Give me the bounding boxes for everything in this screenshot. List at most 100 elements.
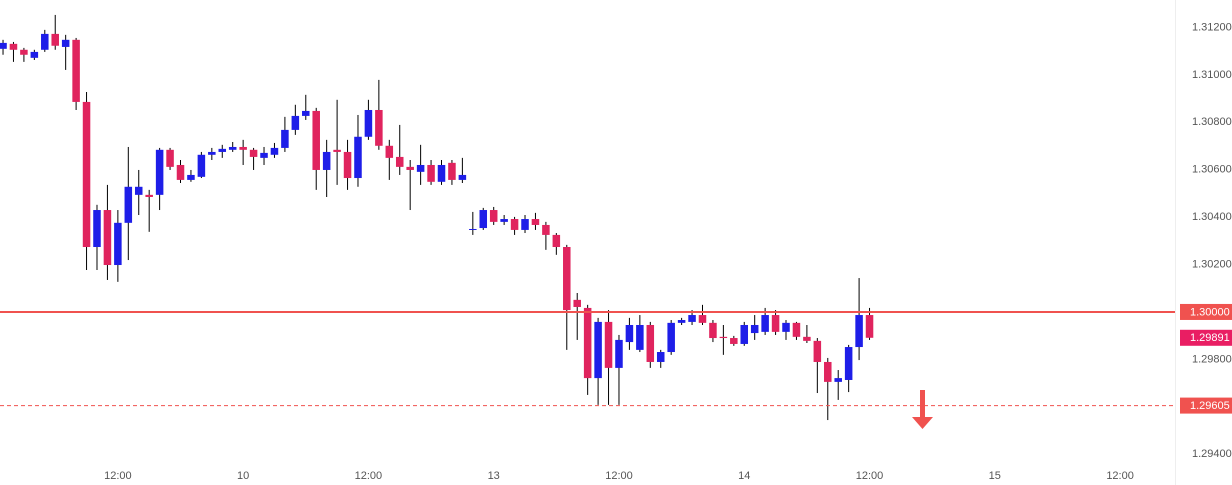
candle-body <box>740 324 749 344</box>
candle-body <box>677 320 686 323</box>
candle-body <box>124 186 133 223</box>
candle-body <box>813 340 822 362</box>
candle-body <box>208 151 216 155</box>
candle-body <box>688 315 696 322</box>
level-label: 1.29605 <box>1190 400 1230 412</box>
candle-body <box>249 149 258 157</box>
candle-body <box>469 228 477 230</box>
x-tick-label: 12:00 <box>605 470 633 482</box>
candle-body <box>176 164 185 180</box>
candle-body <box>30 51 39 58</box>
candle-body <box>604 321 613 368</box>
candle-body <box>385 145 394 158</box>
candle-body <box>9 43 18 50</box>
candle-body <box>291 115 300 130</box>
y-tick-label: 1.30400 <box>1192 211 1232 223</box>
candle-body <box>458 174 467 180</box>
y-tick-label: 1.31000 <box>1192 69 1232 81</box>
candle-body <box>636 324 644 350</box>
candle-body <box>583 307 592 379</box>
candle-body <box>615 339 623 368</box>
candle-body <box>730 338 738 344</box>
candle-body <box>646 324 655 362</box>
candle-body <box>521 219 529 230</box>
candle-body <box>824 361 832 382</box>
x-tick-label: 12:00 <box>1106 470 1134 482</box>
candle-body <box>698 315 707 323</box>
candle-body <box>114 222 122 266</box>
x-tick-label: 10 <box>237 470 249 482</box>
level-label: 1.30000 <box>1190 306 1230 318</box>
candle-body <box>563 247 571 311</box>
candle-body <box>489 210 498 222</box>
y-tick-label: 1.30600 <box>1192 164 1232 176</box>
candle-body <box>103 210 112 266</box>
candle-body <box>228 146 237 150</box>
candle-body <box>218 148 227 152</box>
candle-body <box>542 224 550 235</box>
y-tick-label: 1.29400 <box>1192 448 1232 460</box>
candle-body <box>865 315 874 338</box>
candle-body <box>844 347 853 380</box>
candle-body <box>719 336 728 339</box>
candle-body <box>427 164 435 182</box>
y-tick-label: 1.30800 <box>1192 116 1232 128</box>
candle-body <box>855 315 863 348</box>
candle-body <box>364 109 373 137</box>
candle-body <box>197 154 206 177</box>
x-tick-label: 12:00 <box>104 470 132 482</box>
candle-body <box>343 151 352 179</box>
candle-body <box>771 315 780 332</box>
candle-body <box>510 219 519 230</box>
candle-body <box>302 110 310 116</box>
candle-body <box>155 149 164 195</box>
x-tick-label: 12:00 <box>355 470 383 482</box>
y-tick-label: 1.31200 <box>1192 21 1232 33</box>
candle-body <box>333 149 341 152</box>
candle-body <box>448 162 456 180</box>
candle-body <box>260 152 268 158</box>
candle-body <box>322 151 331 170</box>
last-price-box <box>1180 329 1232 346</box>
x-tick-label: 15 <box>989 470 1001 482</box>
candle-body <box>761 315 769 332</box>
candle-body <box>51 33 59 46</box>
candle-body <box>552 234 561 248</box>
candle-body <box>82 101 91 248</box>
candle-body <box>354 136 362 179</box>
candle-body <box>709 322 717 339</box>
candle-body <box>531 219 540 225</box>
candle-body <box>750 324 759 334</box>
candle-body <box>500 219 508 222</box>
candle-body <box>834 378 842 382</box>
candle-body <box>134 186 143 195</box>
candle-body <box>594 321 602 379</box>
candle-body <box>479 210 488 229</box>
candle-body <box>667 322 675 353</box>
x-tick-label: 12:00 <box>856 470 884 482</box>
candle-body <box>166 149 174 167</box>
candle-body <box>145 194 153 197</box>
candle-body <box>656 352 665 362</box>
candle-body <box>61 39 70 47</box>
candle-body <box>395 156 404 167</box>
candle-body <box>0 42 7 49</box>
level-label-box <box>1180 397 1232 414</box>
x-tick-label: 14 <box>738 470 750 482</box>
candle-body <box>375 109 383 146</box>
candle-body <box>625 324 634 343</box>
candle-body <box>20 49 28 55</box>
y-tick-label: 1.30200 <box>1192 258 1232 270</box>
level-label-box <box>1180 303 1232 320</box>
candle-body <box>239 146 247 150</box>
candle-body <box>93 210 101 248</box>
candle-body <box>312 110 320 170</box>
candle-body <box>406 166 414 170</box>
x-tick-label: 13 <box>488 470 500 482</box>
candle-body <box>792 322 801 337</box>
candle-body <box>437 164 446 182</box>
y-tick-label: 1.29800 <box>1192 353 1232 365</box>
last-price-label: 1.29891 <box>1190 332 1230 344</box>
candle-body <box>573 299 581 307</box>
